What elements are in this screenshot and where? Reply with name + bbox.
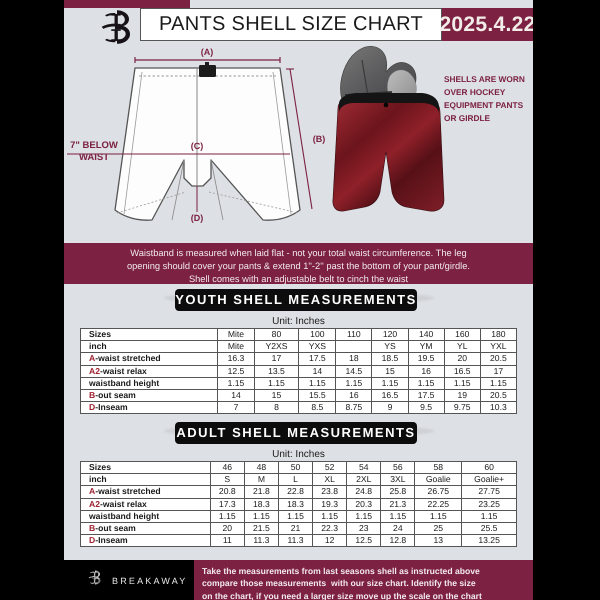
- svg-text:(A): (A): [201, 47, 214, 57]
- svg-text:(C): (C): [191, 141, 204, 151]
- svg-text:(D): (D): [191, 213, 204, 223]
- svg-text:(B): (B): [313, 134, 326, 144]
